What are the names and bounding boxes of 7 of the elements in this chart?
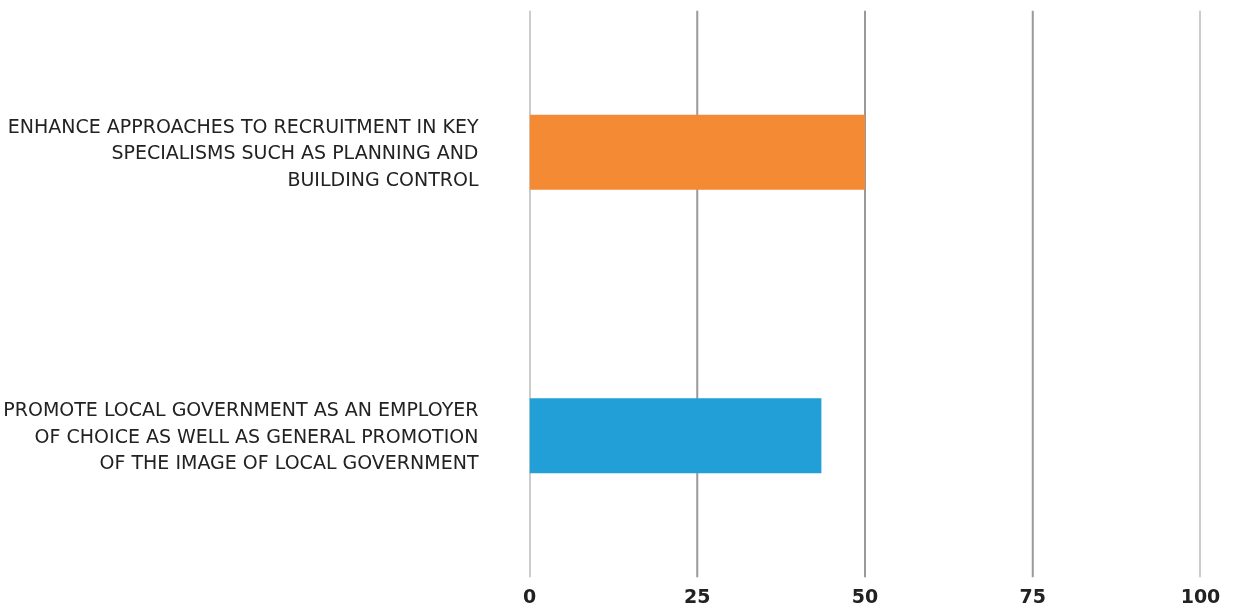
- x-tick-label: 0: [522, 584, 537, 607]
- x-tick-label: 100: [1180, 584, 1221, 607]
- x-tick-label: 25: [684, 584, 711, 607]
- y-tick-label: ENHANCE APPROACHES TO RECRUITMENT IN KEY SPECIALISMS SUCH AS PLANNING AND BUILDING CONTROL: [7, 114, 479, 190]
- x-tick-label: 75: [1019, 584, 1046, 607]
- y-tick-label: PROMOTE LOCAL GOVERNMENT AS AN EMPLOYER OF CHOICE AS WELL AS GENERAL PROMOTION OF THE IMAGE OF LOCAL GOVERNMENT: [3, 398, 479, 474]
- x-tick-label: 50: [851, 584, 879, 607]
